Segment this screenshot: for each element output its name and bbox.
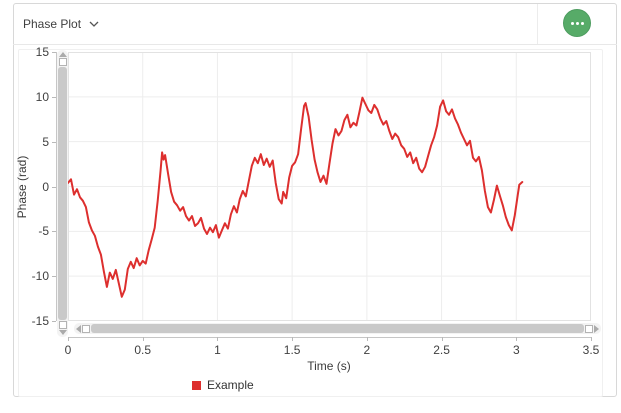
ellipsis-icon <box>580 21 584 25</box>
x-tick-mark <box>68 337 69 341</box>
y-tick-mark <box>52 186 56 188</box>
y-tick-mark <box>52 141 56 143</box>
y-tick-label: 5 <box>42 134 49 149</box>
legend-swatch <box>192 380 201 390</box>
y-tick-mark <box>52 231 56 233</box>
x-tick-label: 3.5 <box>582 343 600 357</box>
x-tick-label: 1.5 <box>283 343 301 357</box>
x-tick-label: 2.5 <box>433 343 450 357</box>
scroll-down-arrow-icon[interactable] <box>58 330 67 335</box>
scroll-up-arrow-icon[interactable] <box>58 52 67 57</box>
x-axis-line <box>68 337 591 338</box>
chevron-down-icon <box>89 21 99 27</box>
series-line-example <box>68 96 524 298</box>
scroll-left-arrow-icon[interactable] <box>76 324 81 333</box>
graph-header: Phase Plot <box>13 3 617 45</box>
y-tick-mark <box>52 96 56 98</box>
plot-border <box>68 52 591 321</box>
y-tick-label: -10 <box>31 269 49 284</box>
x-tick-label: 2 <box>363 343 371 357</box>
y-tick-label: -5 <box>38 224 49 239</box>
x-tick-label: 0 <box>64 343 72 357</box>
h-scroll-right-handle[interactable] <box>585 324 593 333</box>
horizontal-scrollbar[interactable] <box>74 323 601 334</box>
plot-area[interactable] <box>68 52 591 321</box>
h-scroll-thumb[interactable] <box>91 324 584 333</box>
ellipsis-icon <box>570 21 574 25</box>
v-scroll-top-handle[interactable] <box>58 58 67 66</box>
vertical-scrollbar[interactable] <box>57 50 68 337</box>
v-scroll-bottom-handle[interactable] <box>58 321 67 329</box>
x-tick-label: 3 <box>512 343 520 357</box>
x-tick-mark <box>217 337 219 341</box>
x-tick-label: 1 <box>214 343 221 357</box>
y-axis-line <box>56 52 57 321</box>
x-tick-label: 0.5 <box>134 343 152 357</box>
x-axis-title: Time (s) <box>307 359 351 373</box>
scroll-right-arrow-icon[interactable] <box>594 324 599 333</box>
y-tick-label: 0 <box>42 179 49 194</box>
x-tick-mark <box>292 337 294 341</box>
y-tick-label: 15 <box>35 45 49 59</box>
y-tick-mark <box>52 276 56 278</box>
y-tick-label: -15 <box>31 314 49 328</box>
legend-label: Example <box>207 378 254 392</box>
legend-item[interactable]: Example <box>192 378 254 392</box>
graph-options-button[interactable] <box>563 9 591 37</box>
page-title: Phase Plot <box>23 16 82 31</box>
x-tick-mark <box>516 337 518 341</box>
y-tick-mark <box>52 52 56 53</box>
v-scroll-thumb[interactable] <box>58 67 67 320</box>
header-divider <box>537 4 538 44</box>
ellipsis-icon <box>575 21 579 25</box>
plot-title-dropdown[interactable]: Phase Plot <box>23 17 99 31</box>
y-tick-label: 10 <box>35 89 49 104</box>
x-tick-mark <box>441 337 443 341</box>
y-tick-mark <box>52 321 56 322</box>
x-tick-mark <box>591 337 592 341</box>
h-scroll-left-handle[interactable] <box>82 324 90 333</box>
x-tick-mark <box>142 337 144 341</box>
x-tick-mark <box>366 337 368 341</box>
